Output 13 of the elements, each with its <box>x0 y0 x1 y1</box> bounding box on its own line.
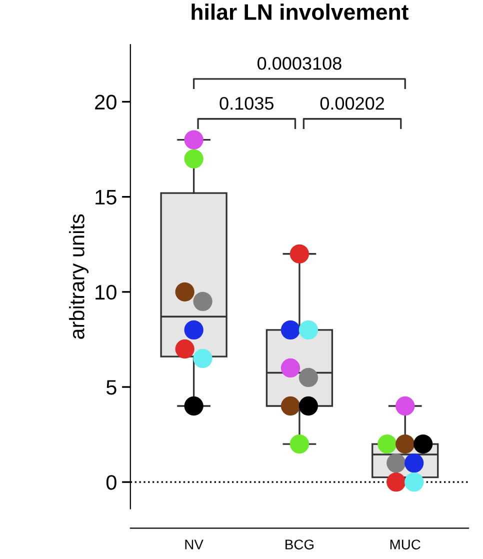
annotation: 0.1035 <box>220 96 274 110</box>
chart-title: hilar LN involvement <box>192 4 408 20</box>
annotation: 0.00202 <box>320 96 384 110</box>
y-tick-label: 15 <box>96 190 116 205</box>
y-tick-label: 10 <box>96 284 116 300</box>
x-tick-label: MUC <box>390 540 420 550</box>
annotation: 0.0003108 <box>257 57 342 70</box>
y-tick-label: 5 <box>106 380 116 395</box>
y-axis-title: arbitrary units <box>69 214 88 339</box>
x-tick-label: BCG <box>286 540 314 550</box>
y-tick-label: 0 <box>106 475 116 490</box>
y-tick-label: 20 <box>95 94 116 110</box>
x-tick-label: NV <box>185 540 204 550</box>
